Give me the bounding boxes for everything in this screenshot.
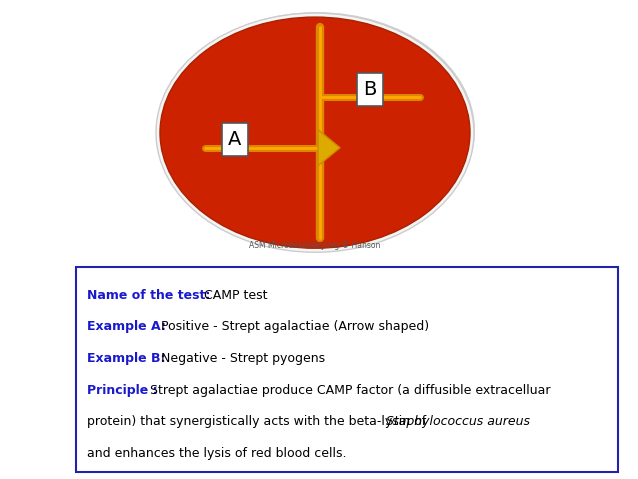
Text: Principle :: Principle : <box>87 384 158 397</box>
Ellipse shape <box>156 13 474 252</box>
Text: Name of the test:: Name of the test: <box>87 289 215 302</box>
Text: Example A:: Example A: <box>87 320 166 333</box>
Text: Positive - Strept agalactiae (Arrow shaped): Positive - Strept agalactiae (Arrow shap… <box>158 320 429 333</box>
Text: A: A <box>228 130 242 149</box>
Text: Staphylococcus aureus: Staphylococcus aureus <box>386 415 530 428</box>
Ellipse shape <box>159 12 475 249</box>
Text: CAMP test: CAMP test <box>200 289 267 302</box>
Polygon shape <box>318 130 340 166</box>
Text: protein) that synergistically acts with the beta-lysin of: protein) that synergistically acts with … <box>87 415 431 428</box>
FancyBboxPatch shape <box>76 267 618 472</box>
Ellipse shape <box>160 17 470 248</box>
Text: B: B <box>363 80 376 99</box>
Text: Negative - Strept pyogens: Negative - Strept pyogens <box>158 352 325 365</box>
Text: and enhances the lysis of red blood cells.: and enhances the lysis of red blood cell… <box>87 447 346 460</box>
Text: Strept agalactiae produce CAMP factor (a diffusible extracelluar: Strept agalactiae produce CAMP factor (a… <box>146 384 551 397</box>
Text: ASM MicrobeLibrary.org © Hanson: ASM MicrobeLibrary.org © Hanson <box>249 241 381 250</box>
Text: Example B:: Example B: <box>87 352 166 365</box>
